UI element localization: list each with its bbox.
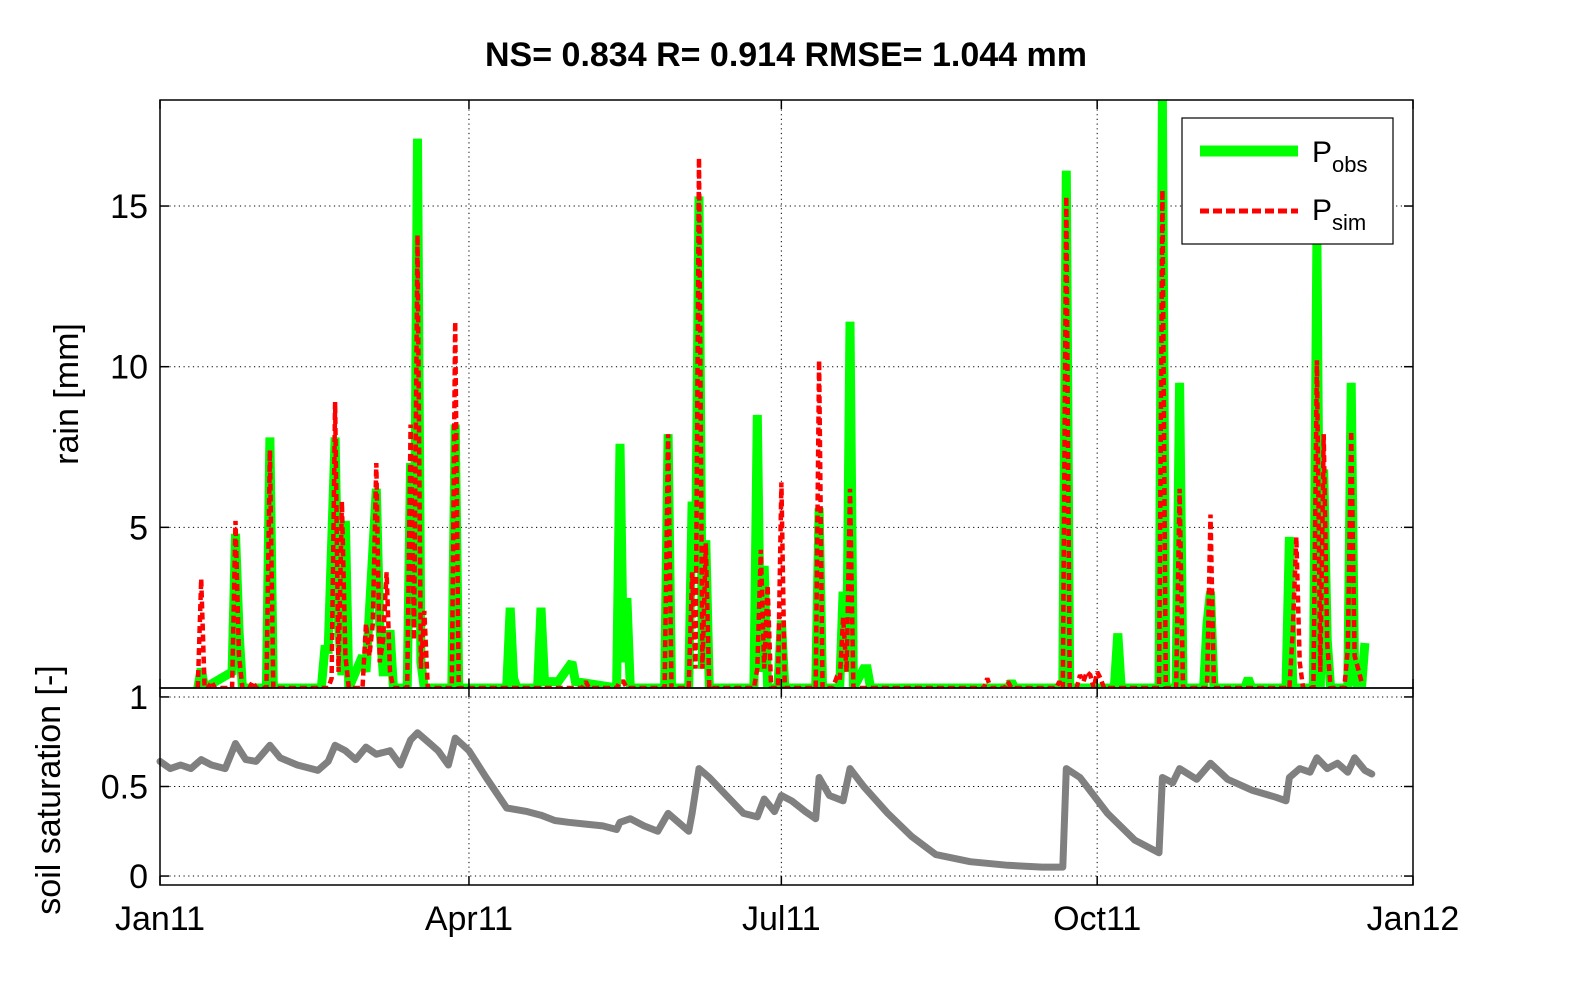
legend-box <box>1181 117 1394 245</box>
saturation-panel: 00.51 soil saturation [-] <box>30 665 1414 915</box>
saturation-series <box>156 729 1376 871</box>
saturation-y-axis-label: soil saturation [-] <box>30 665 68 914</box>
rain-simulated-series <box>195 157 1365 688</box>
rain-y-tick-label: 5 <box>129 509 148 547</box>
rain-simulated-line <box>195 157 1365 688</box>
saturation-grid <box>160 688 1413 885</box>
saturation-y-tick-label: 1 <box>129 679 148 717</box>
x-tick-label: Jan12 <box>1367 900 1460 938</box>
legend-sim-label: Psim <box>1312 194 1366 235</box>
saturation-plot-frame <box>159 687 1414 886</box>
saturation-y-tick-label: 0 <box>129 858 148 896</box>
saturation-y-tick-label: 0.5 <box>101 769 148 807</box>
legend-sim-base: P <box>1312 194 1332 227</box>
rain-ticks: 5 10 15 <box>110 188 1413 547</box>
legend-obs-base: P <box>1312 136 1332 169</box>
legend: Pobs Psim <box>1181 117 1394 245</box>
x-tick-label: Apr11 <box>425 900 513 938</box>
legend-obs-subscript: obs <box>1332 152 1367 177</box>
rain-y-tick-label: 15 <box>110 188 148 226</box>
legend-obs-label: Pobs <box>1312 136 1368 177</box>
legend-sim-subscript: sim <box>1332 210 1366 235</box>
x-tick-label: Oct11 <box>1053 900 1141 938</box>
x-tick-label: Jul11 <box>742 900 821 938</box>
saturation-ticks: 00.51 <box>101 679 1413 896</box>
rain-y-tick-label: 10 <box>110 349 148 387</box>
chart-title: NS= 0.834 R= 0.914 RMSE= 1.044 mm <box>485 36 1087 74</box>
x-tick-labels: Jan11 Apr11 Jul11 Oct11 Jan12 <box>115 100 1459 938</box>
rain-panel: 5 10 15 rain [mm] Pobs Psim <box>48 99 1414 689</box>
x-tick-label: Jan11 <box>115 900 205 938</box>
rain-y-axis-label: rain [mm] <box>48 323 86 465</box>
saturation-line <box>156 729 1376 871</box>
